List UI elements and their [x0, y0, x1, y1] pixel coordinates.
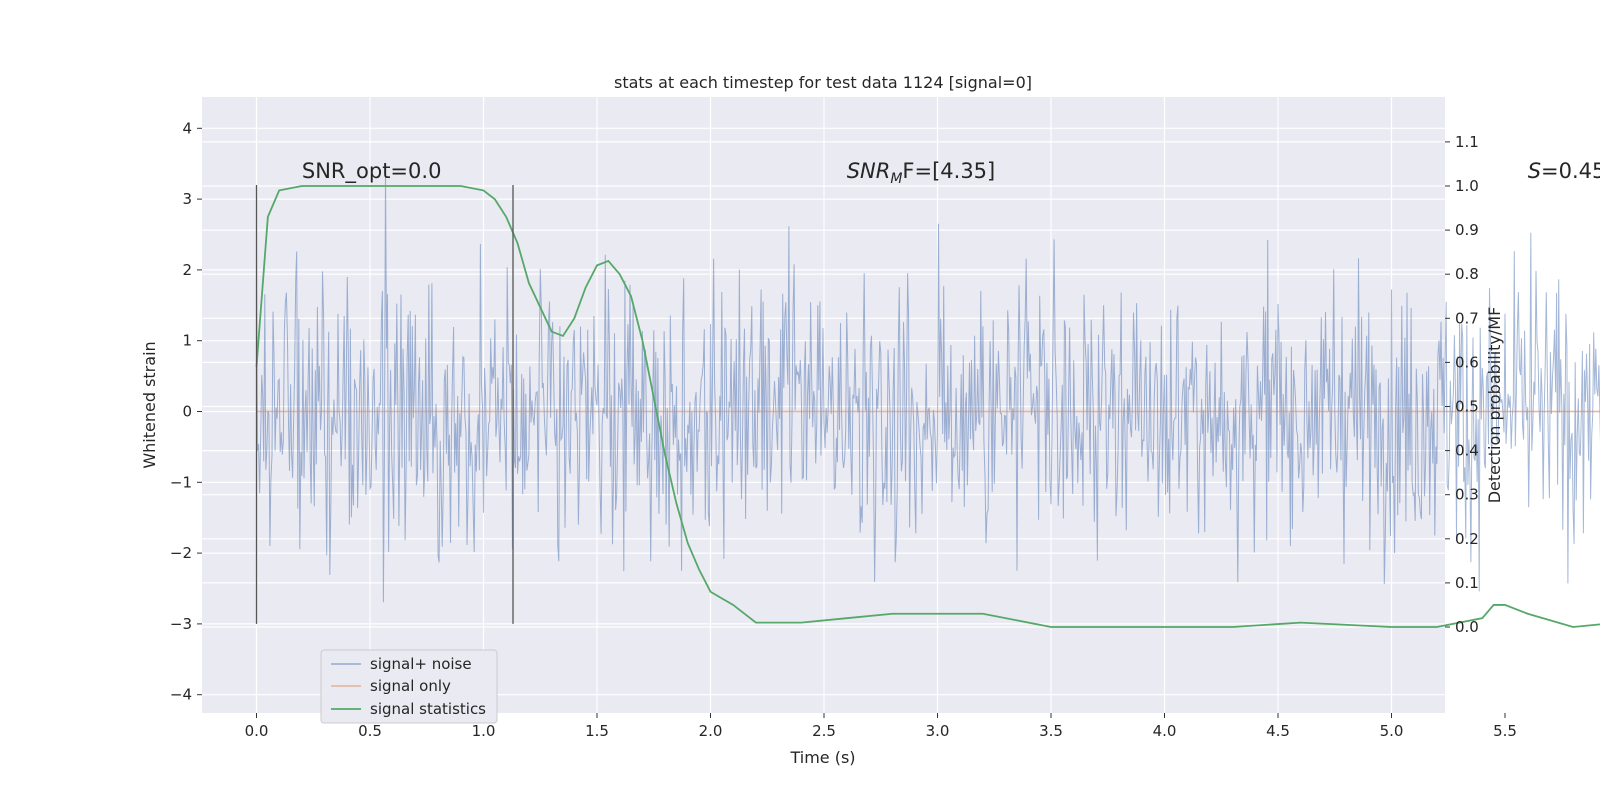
annotation-subscript: M	[890, 171, 902, 187]
annotation-prefix: S	[1528, 159, 1541, 183]
y-left-tick-label: −4	[170, 686, 192, 704]
annotation-prefix: SNR	[847, 159, 891, 183]
y-left-tick-label: −3	[170, 615, 192, 633]
x-tick-label: 5.0	[1380, 722, 1404, 740]
y-right-tick-label: 0.5	[1455, 398, 1479, 416]
y-left-tick-label: 0	[182, 403, 192, 421]
y-right-tick-label: 0.9	[1455, 221, 1479, 239]
annotation-suffix: F=[4.35]	[902, 159, 995, 183]
legend-label-signal-only: signal only	[370, 677, 451, 695]
vertical-markers	[255, 184, 514, 624]
x-axis-title: Time (s)	[789, 748, 855, 767]
y-right-tick-label: 0.6	[1455, 353, 1479, 371]
y-right-tick-label: 1.1	[1455, 133, 1479, 151]
y-left-tick-label: 2	[182, 261, 192, 279]
y-right-tick-label: 0.0	[1455, 618, 1479, 636]
y-right-tick-label: 0.8	[1455, 265, 1479, 283]
legend: signal+ noise signal only signal statist…	[320, 649, 498, 724]
x-tick-label: 3.5	[1039, 722, 1063, 740]
x-tick-label: 2.5	[812, 722, 836, 740]
x-tick-label: 0.5	[358, 722, 382, 740]
y-axis-right-ticks: 1.1 1.0 0.9 0.8 0.7 0.6 0.5 0.4 0.3 0.2 0.1 0.0	[1445, 133, 1479, 636]
series-signal-statistics	[255, 185, 1600, 628]
x-tick-label: 2.0	[699, 722, 723, 740]
y-left-tick-label: −2	[170, 544, 192, 562]
x-tick-label: 4.5	[1266, 722, 1290, 740]
annotation-suffix: =0.45	[1541, 159, 1600, 183]
annotation-text: S=0.45	[1528, 159, 1600, 183]
y-right-tick-label: 0.3	[1455, 486, 1479, 504]
y-right-tick-label: 0.7	[1455, 309, 1479, 327]
y-left-tick-label: 3	[182, 190, 192, 208]
annotation-prefix: SNR_opt=0.0	[302, 159, 442, 184]
y-axis-right-title: Detection probability/MF	[1485, 307, 1504, 504]
y-left-tick-label: −1	[170, 473, 192, 491]
x-tick-label: 0.0	[245, 722, 269, 740]
annotation-text: SNR_opt=0.0	[302, 159, 442, 184]
legend-frame	[320, 649, 498, 724]
y-right-tick-label: 0.4	[1455, 442, 1479, 460]
line-series	[255, 185, 1600, 628]
x-axis-ticks: 0.00.51.01.52.02.53.03.54.04.55.05.56.06…	[245, 713, 1517, 740]
annotation-text: SNRMF=[4.35]	[847, 159, 996, 187]
chart-title: stats at each timestep for test data 112…	[614, 73, 1032, 92]
legend-label-signal-statistics: signal statistics	[370, 700, 486, 718]
noise-series	[256, 165, 1600, 603]
y-axis-left-ticks: 4 3 2 1 0 −1 −2 −3 −4	[170, 119, 202, 704]
y-right-tick-label: 1.0	[1455, 177, 1479, 195]
y-right-tick-label: 0.1	[1455, 574, 1479, 592]
series-signal-noise	[256, 165, 1600, 603]
x-tick-label: 1.0	[472, 722, 496, 740]
y-left-tick-label: 4	[182, 119, 192, 137]
x-tick-label: 4.0	[1153, 722, 1177, 740]
y-left-tick-label: 1	[182, 332, 192, 350]
y-right-tick-label: 0.2	[1455, 530, 1479, 548]
x-tick-label: 3.0	[926, 722, 950, 740]
x-tick-label: 5.5	[1493, 722, 1517, 740]
y-axis-left-title: Whitened strain	[140, 341, 159, 468]
x-tick-label: 1.5	[585, 722, 609, 740]
legend-label-signal-noise: signal+ noise	[370, 655, 472, 673]
